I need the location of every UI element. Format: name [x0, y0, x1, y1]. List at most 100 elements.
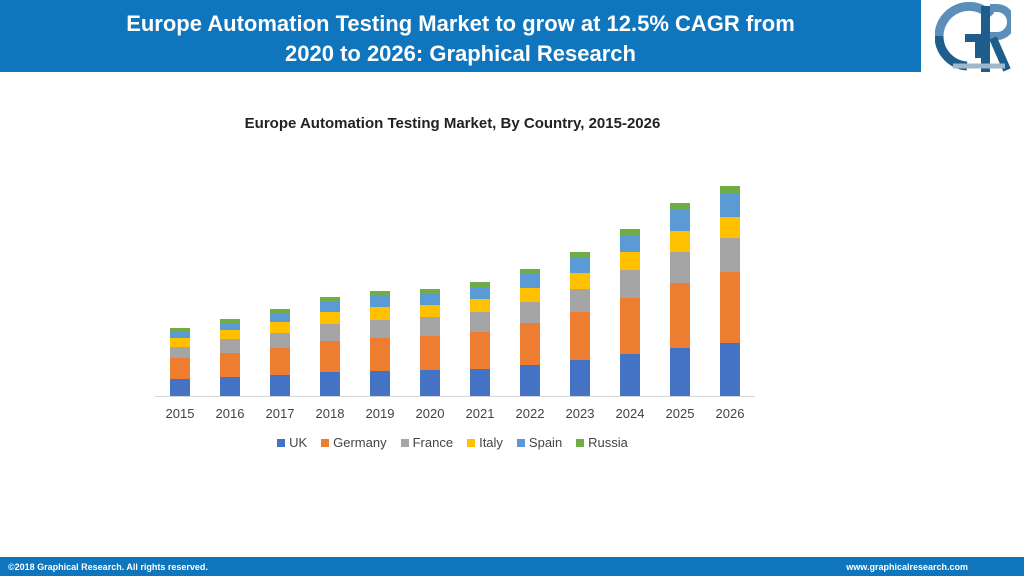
bar-2022-germany — [520, 323, 540, 365]
bar-2021-italy — [470, 299, 490, 312]
bar-2023-italy — [570, 273, 590, 289]
bar-2017-russia — [270, 309, 290, 314]
bar-2023-spain — [570, 258, 590, 273]
bar-2017-italy — [270, 322, 290, 333]
bar-2025-uk — [670, 348, 690, 396]
page-title-line-2: 2020 to 2026: Graphical Research — [285, 41, 636, 66]
bar-2017-spain — [270, 314, 290, 322]
bar-2022-uk — [520, 365, 540, 396]
bar-2019-italy — [370, 307, 390, 320]
legend-item-france: France — [400, 435, 454, 450]
bar-2017-uk — [270, 375, 290, 396]
bar-2019-spain — [370, 296, 390, 307]
bar-2018-spain — [320, 302, 340, 312]
legend-swatch — [576, 438, 585, 447]
bar-2021-france — [470, 312, 490, 332]
chart-title: Europe Automation Testing Market, By Cou… — [244, 115, 661, 132]
bar-2016-uk — [220, 377, 240, 396]
legend-swatch — [400, 438, 409, 447]
legend-label: Germany — [333, 435, 387, 450]
bar-2020-spain — [420, 294, 440, 305]
legend-swatch — [516, 438, 525, 447]
footer-bar: ©2018 Graphical Research. All rights res… — [0, 557, 1024, 576]
bar-2021-germany — [470, 332, 490, 369]
bar-2024-italy — [620, 252, 640, 270]
header-bar: Europe Automation Testing Market to grow… — [0, 0, 921, 72]
bar-2025-france — [670, 252, 690, 283]
bar-2019-uk — [370, 371, 390, 396]
bar-2019-germany — [370, 338, 390, 371]
bar-2018-italy — [320, 312, 340, 324]
x-tick-label: 2019 — [366, 406, 395, 421]
bar-2015-italy — [170, 338, 190, 347]
legend-item-uk: UK — [277, 435, 307, 450]
legend-label: Russia — [588, 435, 628, 450]
website-link[interactable]: www.graphicalresearch.com — [846, 562, 968, 572]
bar-2026-spain — [720, 193, 740, 217]
bar-2016-france — [220, 339, 240, 353]
legend-item-spain: Spain — [516, 435, 563, 450]
bar-2026-germany — [720, 272, 740, 343]
bar-2022-italy — [520, 288, 540, 302]
bar-2026-russia — [720, 186, 740, 193]
x-tick-label: 2018 — [316, 406, 345, 421]
bar-2023-uk — [570, 360, 590, 396]
bar-2016-germany — [220, 353, 240, 377]
bar-2015-france — [170, 347, 190, 358]
legend-swatch — [467, 438, 476, 447]
legend-label: Spain — [528, 435, 563, 450]
bar-2024-germany — [620, 298, 640, 354]
bar-2024-france — [620, 270, 640, 298]
legend-label: UK — [289, 435, 308, 450]
bar-2025-russia — [670, 203, 690, 209]
bar-2016-spain — [220, 324, 240, 330]
bar-2026-france — [720, 238, 740, 272]
bar-2024-russia — [620, 229, 640, 235]
bar-2022-spain — [520, 274, 540, 288]
x-tick-label: 2023 — [566, 406, 595, 421]
bar-2021-uk — [470, 369, 490, 396]
bar-2026-italy — [720, 217, 740, 238]
bar-2021-spain — [470, 287, 490, 299]
bar-2020-france — [420, 317, 440, 336]
bar-2016-russia — [220, 319, 240, 324]
logo — [921, 0, 1024, 76]
bar-2018-germany — [320, 341, 340, 372]
bar-2020-italy — [420, 305, 440, 317]
x-tick-label: 2022 — [516, 406, 545, 421]
x-tick-label: 2016 — [216, 406, 245, 421]
bar-2017-germany — [270, 348, 290, 375]
bar-2024-uk — [620, 354, 640, 396]
bar-2018-uk — [320, 372, 340, 396]
legend-label: Italy — [479, 435, 503, 450]
x-tick-label: 2021 — [466, 406, 495, 421]
legend-swatch — [277, 438, 286, 447]
bar-2022-russia — [520, 269, 540, 274]
x-tick-label: 2015 — [166, 406, 195, 421]
legend-swatch — [321, 438, 330, 447]
bar-2023-germany — [570, 312, 590, 360]
bar-2020-uk — [420, 370, 440, 396]
bar-2022-france — [520, 302, 540, 323]
bar-2016-italy — [220, 330, 240, 339]
copyright-text: ©2018 Graphical Research. All rights res… — [8, 562, 208, 572]
legend-label: France — [412, 435, 454, 450]
bar-2019-russia — [370, 291, 390, 296]
bar-2018-russia — [320, 297, 340, 302]
bar-2019-france — [370, 320, 390, 338]
bar-2025-spain — [670, 209, 690, 231]
page-title: Europe Automation Testing Market to grow… — [0, 9, 921, 69]
graphical-research-logo-icon — [935, 2, 1011, 72]
bar-2015-spain — [170, 332, 190, 338]
bar-2015-germany — [170, 358, 190, 379]
bar-2017-france — [270, 333, 290, 348]
legend-item-italy: Italy — [467, 435, 503, 450]
x-tick-label: 2020 — [416, 406, 445, 421]
bar-2020-russia — [420, 289, 440, 294]
bar-2023-france — [570, 289, 590, 312]
legend-item-germany: Germany — [321, 435, 387, 450]
bar-2025-germany — [670, 283, 690, 348]
x-tick-label: 2024 — [616, 406, 645, 421]
bar-2015-uk — [170, 379, 190, 396]
